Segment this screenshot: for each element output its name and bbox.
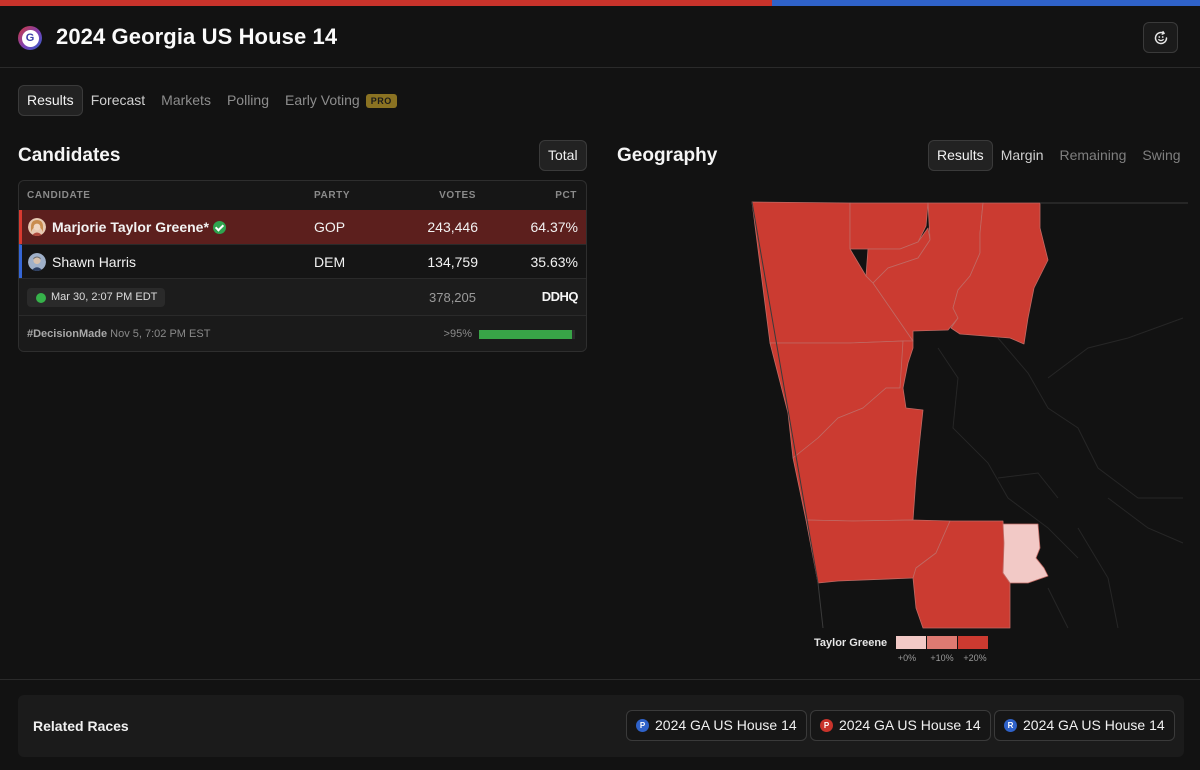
geography-tabs: Results Margin Remaining Swing — [928, 140, 1189, 171]
legend-swatch — [927, 636, 957, 649]
tab-geo-margin[interactable]: Margin — [1000, 147, 1044, 163]
main-tabs: Results Forecast Markets Polling Early V… — [18, 85, 397, 116]
candidate-party: GOP — [314, 219, 346, 235]
county-shape[interactable] — [1002, 523, 1049, 584]
decision-row: #DecisionMade Nov 5, 7:02 PM EST >95% — [19, 315, 586, 351]
column-header-pct: PCT — [555, 190, 577, 201]
legend-step-label: +0% — [897, 653, 917, 663]
expected-reporting: >95% — [443, 328, 472, 340]
refresh-smile-icon — [1154, 30, 1167, 44]
candidate-name: Shawn Harris — [52, 254, 137, 270]
district-map — [751, 201, 1188, 629]
legend-swatch — [958, 636, 988, 649]
tab-early-voting[interactable]: Early Voting — [284, 92, 360, 108]
candidate-pct: 64.37% — [530, 219, 578, 235]
avatar — [28, 253, 46, 271]
county-shape[interactable] — [849, 202, 929, 250]
legend-step-label: +10% — [930, 653, 954, 663]
related-races-title: Related Races — [33, 718, 129, 734]
column-header-votes: VOTES — [439, 190, 476, 201]
neighbor-county-lines — [937, 317, 1184, 629]
decision-label: #DecisionMade Nov 5, 7:02 PM EST — [27, 328, 211, 340]
live-status-icon — [36, 293, 46, 303]
reporting-progress-fill — [479, 330, 573, 339]
party-split-bar — [0, 0, 1200, 6]
dem-share-bar — [772, 0, 1200, 6]
race-type-badge: P — [636, 719, 649, 732]
related-race-button[interactable]: P 2024 GA US House 14 — [626, 710, 807, 741]
candidate-party: DEM — [314, 254, 346, 270]
related-race-button[interactable]: P 2024 GA US House 14 — [810, 710, 991, 741]
candidate-votes: 134,759 — [427, 254, 478, 270]
geography-title: Geography — [617, 145, 718, 166]
tab-results[interactable]: Results — [18, 85, 83, 116]
tab-geo-remaining[interactable]: Remaining — [1059, 147, 1127, 163]
winner-check-icon — [212, 221, 226, 234]
tab-geo-swing[interactable]: Swing — [1142, 147, 1181, 163]
page-title: 2024 Georgia US House 14 — [56, 24, 338, 49]
page-header: G 2024 Georgia US House 14 — [0, 6, 1200, 68]
related-race-button[interactable]: R 2024 GA US House 14 — [994, 710, 1175, 741]
last-updated-badge: Mar 30, 2:07 PM EDT — [27, 288, 166, 307]
district-boundary — [751, 201, 824, 629]
total-votes: 378,205 — [429, 290, 476, 305]
related-races-panel: Related Races P 2024 GA US House 14 P 20… — [18, 695, 1184, 757]
legend-swatch — [896, 636, 926, 649]
candidates-table: CANDIDATE PARTY VOTES PCT Marjorie Taylo… — [18, 180, 587, 352]
avatar — [28, 218, 46, 236]
race-type-badge: R — [1004, 719, 1017, 732]
rep-share-bar — [0, 0, 772, 6]
status-row: Mar 30, 2:07 PM EDT 378,205 DDHQ — [19, 278, 586, 315]
reaction-button[interactable] — [1143, 22, 1178, 53]
site-logo-icon[interactable]: G — [18, 26, 42, 50]
tab-markets[interactable]: Markets — [161, 92, 211, 108]
tab-geo-results[interactable]: Results — [928, 140, 993, 171]
pro-badge: PRO — [365, 93, 397, 108]
ddhq-logo: DDHQ — [541, 289, 579, 304]
table-row[interactable]: Marjorie Taylor Greene* GOP 243,446 64.3… — [19, 210, 586, 244]
candidates-title: Candidates — [18, 145, 121, 166]
table-row[interactable]: Shawn Harris DEM 134,759 35.63% — [19, 244, 586, 278]
tab-polling[interactable]: Polling — [226, 92, 269, 108]
county-shape[interactable] — [950, 202, 1049, 345]
column-header-candidate: CANDIDATE — [27, 190, 91, 201]
candidate-name: Marjorie Taylor Greene* — [52, 219, 226, 235]
legend-label: Taylor Greene — [814, 637, 888, 649]
tab-forecast[interactable]: Forecast — [90, 92, 146, 108]
candidate-votes: 243,446 — [427, 219, 478, 235]
legend-step-label: +20% — [963, 653, 987, 663]
candidate-pct: 35.63% — [530, 254, 578, 270]
reporting-progress-bar — [479, 330, 575, 339]
footer: Related Races P 2024 GA US House 14 P 20… — [0, 679, 1200, 770]
race-type-badge: P — [820, 719, 833, 732]
total-toggle-button[interactable]: Total — [539, 140, 587, 171]
column-header-party: PARTY — [314, 190, 351, 201]
